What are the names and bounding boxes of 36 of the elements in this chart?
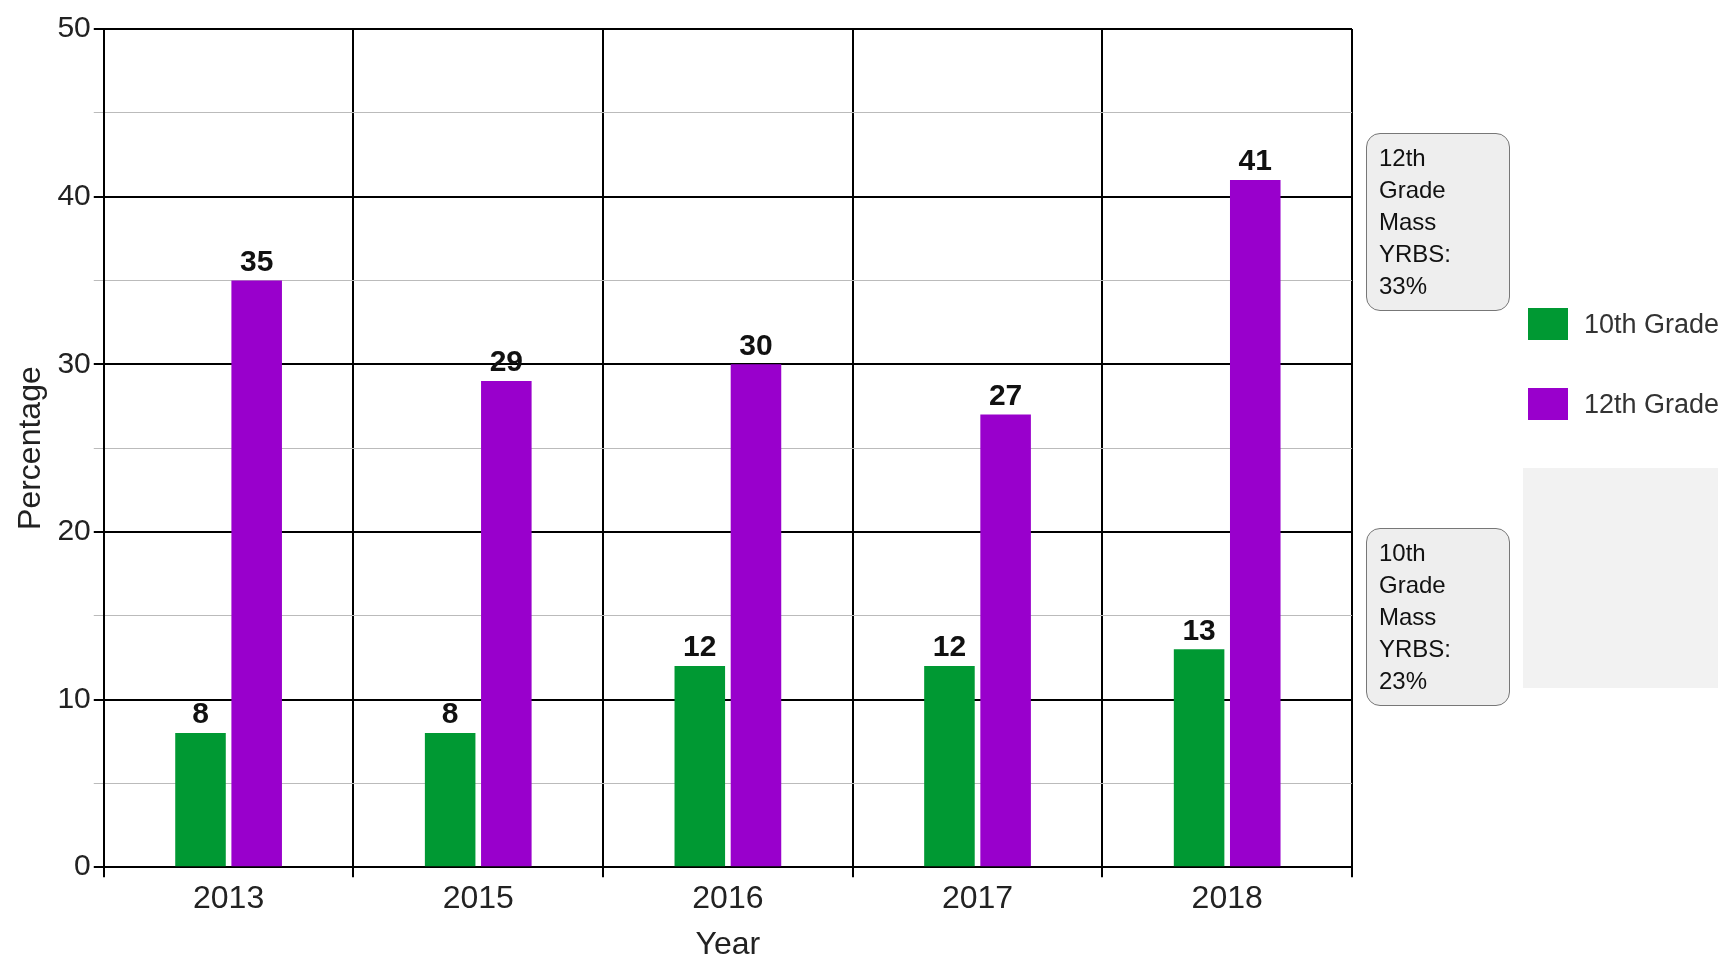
bar <box>1173 649 1225 867</box>
x-tick-label: 2013 <box>193 879 265 916</box>
legend-label: 12th Grade <box>1584 388 1720 420</box>
text: 12th Grade Mass YRBS: 33% <box>1366 133 1510 311</box>
x-tick-label: 2017 <box>941 879 1014 916</box>
data-label: 30 <box>739 327 773 361</box>
x-tick-label: 2016 <box>692 879 764 916</box>
y-tick-label: 50 <box>57 10 91 44</box>
bar <box>980 414 1031 867</box>
data-label: 12 <box>683 629 717 663</box>
bar <box>424 733 476 867</box>
y-tick-label: 20 <box>57 513 91 547</box>
y-axis-title: Percentage <box>11 366 48 530</box>
x-tick-label: 2018 <box>1191 879 1263 916</box>
x-tick-label: 2015 <box>442 879 514 916</box>
y-tick-label: 0 <box>74 848 91 882</box>
data-label: 41 <box>1238 143 1272 177</box>
bar <box>1229 179 1281 867</box>
bar <box>924 666 975 867</box>
data-label: 35 <box>239 243 274 277</box>
bar <box>674 666 726 867</box>
y-tick-label: 30 <box>57 345 91 379</box>
y-tick-label: 10 <box>57 680 91 714</box>
data-label: 13 <box>1182 612 1216 646</box>
x-axis-title: Year <box>695 924 761 961</box>
data-label: 8 <box>441 696 459 730</box>
data-label: 8 <box>192 696 209 730</box>
y-tick-label: 40 <box>57 177 91 211</box>
data-label: 27 <box>988 377 1023 411</box>
bar <box>481 381 532 867</box>
bar <box>730 364 782 867</box>
bar <box>231 280 282 867</box>
data-label: 12 <box>932 629 967 663</box>
text: 10th Grade Mass YRBS: 23% <box>1366 528 1510 706</box>
bar <box>175 733 226 867</box>
legend-label: 10th Grade <box>1584 308 1720 340</box>
